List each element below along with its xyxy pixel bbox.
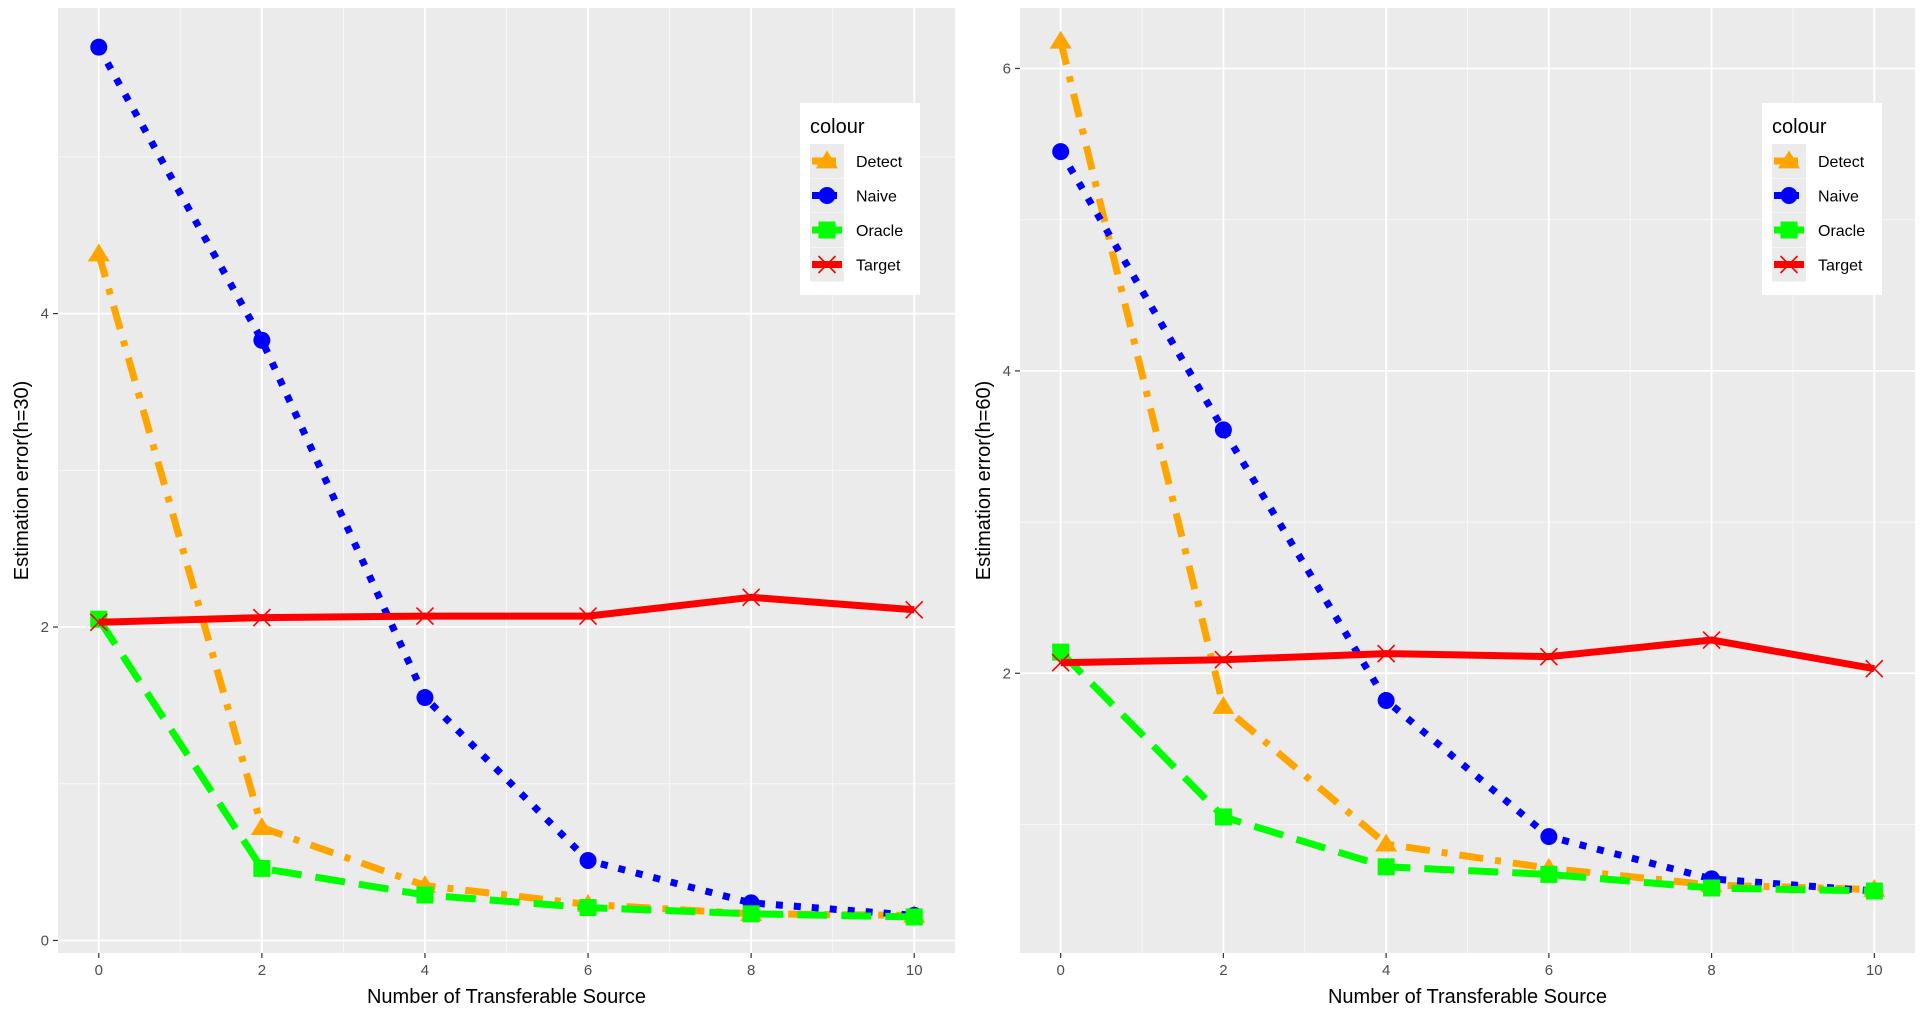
data-point-naive [1214,421,1232,439]
legend: colour Detect Naive Oracle Target [1762,103,1882,295]
legend-label-naive: Naive [856,189,897,206]
chart-panel-2: 0 2 4 6 8 10 2 4 6 Number of Transferable Source E… [973,8,1915,1008]
x-tick-label: 8 [1707,962,1715,979]
series-line-detect [95,253,915,919]
data-point-oracle [579,899,597,917]
x-tick-label: 10 [906,962,923,979]
data-point-oracle [1703,879,1721,897]
data-point-oracle [1540,865,1558,883]
y-tick-label: 2 [1003,665,1011,682]
data-point-target [415,606,435,626]
legend-marker-naive [818,187,836,204]
series-line-naive [95,45,915,919]
data-point-naive [90,38,108,56]
series-line-target [1060,636,1875,673]
legend-title: colour [1772,116,1827,138]
data-point-naive [1052,143,1070,161]
data-point-naive [1540,828,1558,846]
legend-label-oracle: Oracle [1818,223,1865,240]
data-point-oracle [742,905,760,923]
x-tick-label: 6 [1545,962,1553,979]
x-tick-label: 0 [1057,962,1065,979]
x-tick-label: 8 [747,962,755,979]
data-point-target [1051,653,1070,672]
legend-marker-oracle [1780,221,1798,239]
x-tick-label: 2 [1219,962,1227,979]
series-line-oracle [1058,649,1875,895]
legend-title: colour [810,116,865,138]
data-point-oracle [1377,858,1395,876]
data-point-detect [1212,696,1235,714]
x-axis-title: Number of Transferable Source [367,986,646,1008]
data-point-naive [253,331,271,349]
data-point-target [905,600,924,619]
series-oracle [1052,643,1883,900]
legend-marker-target [1779,255,1799,274]
x-tick-label: 2 [258,962,266,979]
x-tick-label: 4 [421,962,429,979]
data-point-naive [1377,691,1395,709]
legend-label-naive: Naive [1818,189,1859,206]
data-point-detect [250,817,273,835]
data-point-oracle [1865,882,1883,900]
data-point-oracle [1052,643,1070,661]
data-point-naive [416,689,434,707]
data-point-detect [1049,30,1072,49]
data-point-oracle [1214,808,1232,826]
series-target [1051,630,1884,678]
legend-marker-target [817,255,837,274]
x-axis-title: Number of Transferable Source [1328,986,1607,1008]
data-point-target [89,613,108,632]
x-tick-label: 10 [1866,962,1883,979]
x-tick-label: 0 [95,962,103,979]
data-point-oracle [253,859,271,877]
y-axis-title: Estimation error(h=60) [973,381,995,581]
series-line-target [98,593,915,626]
y-tick-label: 2 [41,619,49,636]
legend-marker-oracle [818,221,836,239]
legend: colour Detect Naive Oracle Target [800,103,920,295]
legend-label-detect: Detect [856,154,903,171]
legend-label-target: Target [1818,258,1863,275]
data-point-target [1539,647,1558,666]
series-line-naive [1057,149,1875,895]
x-tick-label: 4 [1382,962,1390,979]
legend-label-detect: Detect [1818,154,1865,171]
data-point-naive [579,852,597,870]
y-tick-label: 4 [1003,363,1011,380]
legend-marker-detect [1777,150,1801,169]
series-target [89,588,924,632]
data-point-target [1702,630,1721,650]
chart-panel-1: 0 2 4 6 8 10 0 2 4 Number of Transferable Source E… [11,8,955,1008]
data-point-target [1214,650,1233,669]
y-tick-label: 6 [1003,60,1011,77]
y-axis-title: Estimation error(h=30) [11,381,33,581]
data-point-detect [87,243,110,262]
series-line-oracle [95,617,915,921]
x-tick-label: 6 [584,962,592,979]
data-point-target [252,608,271,627]
legend-marker-naive [1780,187,1798,204]
legend-label-target: Target [856,258,901,275]
y-tick-label: 0 [41,932,49,949]
data-point-target [742,588,761,607]
data-point-oracle [416,886,434,904]
data-point-target [578,606,598,626]
y-tick-label: 4 [41,306,49,323]
legend-label-oracle: Oracle [856,223,903,240]
series-oracle [90,610,923,926]
data-point-target [1377,644,1396,663]
data-point-detect [1375,833,1398,852]
data-point-target [1865,659,1884,678]
legend-marker-detect [815,150,839,169]
data-point-oracle [905,908,923,926]
